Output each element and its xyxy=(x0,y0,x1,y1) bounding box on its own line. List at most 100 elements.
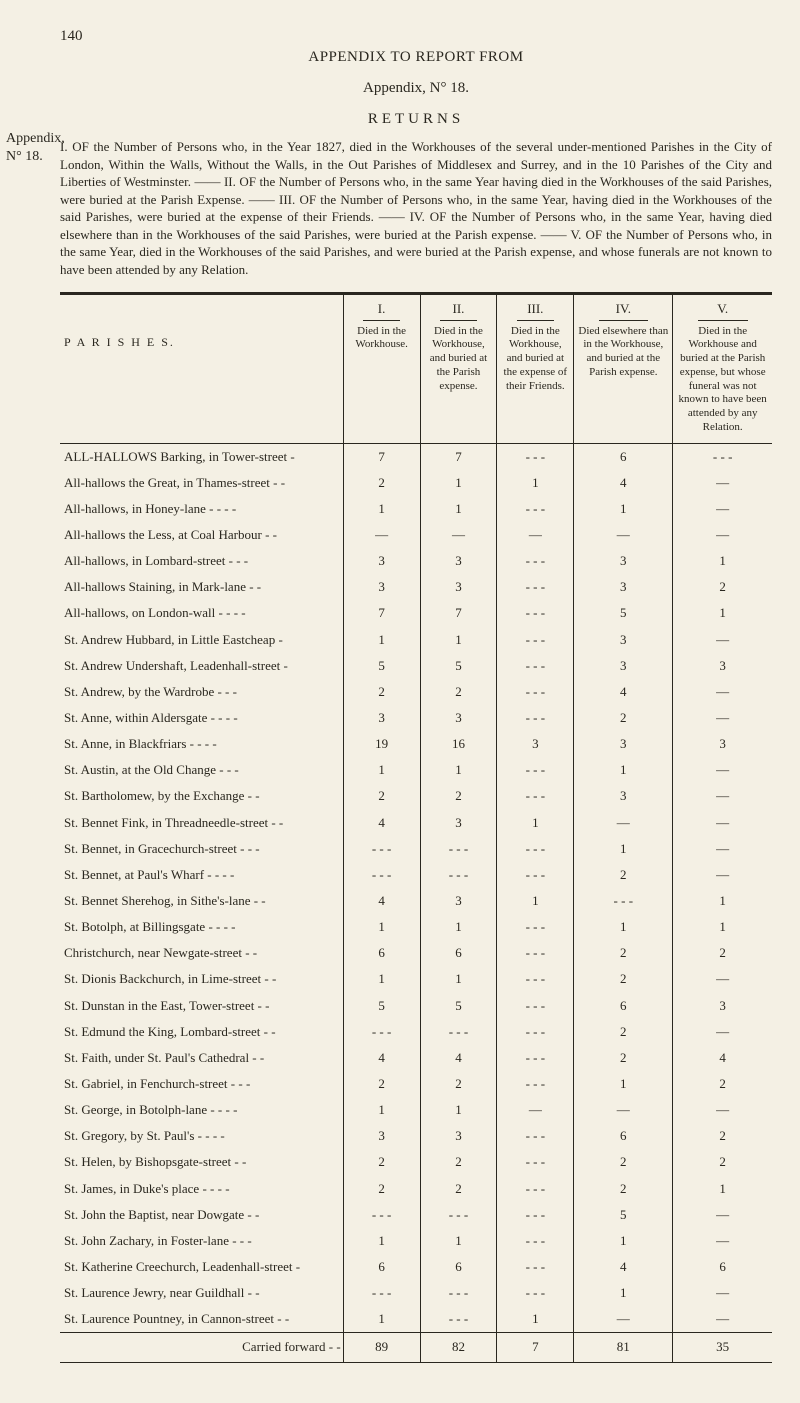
table-cell: - - - xyxy=(497,940,574,966)
table-cell: - - - xyxy=(497,993,574,1019)
parish-name: All-hallows the Less, at Coal Harbour - … xyxy=(60,522,343,548)
table-cell: - - - xyxy=(497,1123,574,1149)
table-cell: 4 xyxy=(343,888,420,914)
col-desc-5: Died in the Workhouse and buried at the … xyxy=(677,325,768,435)
table-cell: - - - xyxy=(497,496,574,522)
table-cell: 4 xyxy=(574,679,673,705)
table-row: St. Laurence Pountney, in Cannon-street … xyxy=(60,1306,772,1333)
table-cell: 3 xyxy=(420,548,497,574)
table-cell: 3 xyxy=(343,548,420,574)
table-cell: 1 xyxy=(574,914,673,940)
col-roman-5: V. xyxy=(677,301,768,317)
parish-name: Christchurch, near Newgate-street - - xyxy=(60,940,343,966)
table-cell: 6 xyxy=(420,940,497,966)
table-cell: - - - xyxy=(497,1176,574,1202)
table-cell: — xyxy=(673,470,772,496)
table-row: All-hallows, in Honey-lane - - - -11- - … xyxy=(60,496,772,522)
parish-name: All-hallows, on London-wall - - - - xyxy=(60,600,343,626)
table-row: St. Faith, under St. Paul's Cathedral - … xyxy=(60,1045,772,1071)
table-cell: - - - xyxy=(497,574,574,600)
table-cell: 4 xyxy=(343,810,420,836)
table-row: St. Gregory, by St. Paul's - - - -33- - … xyxy=(60,1123,772,1149)
table-cell: — xyxy=(673,1228,772,1254)
table-cell: 7 xyxy=(420,443,497,470)
table-cell: 3 xyxy=(343,1123,420,1149)
table-cell: - - - xyxy=(497,705,574,731)
parish-name: St. George, in Botolph-lane - - - - xyxy=(60,1097,343,1123)
table-cell: 2 xyxy=(574,1019,673,1045)
table-cell: - - - xyxy=(420,1019,497,1045)
table-cell: - - - xyxy=(497,1071,574,1097)
table-cell: 6 xyxy=(343,1254,420,1280)
table-cell: - - - xyxy=(497,757,574,783)
table-cell: 1 xyxy=(343,1306,420,1333)
table-cell: 1 xyxy=(343,627,420,653)
table-cell: 1 xyxy=(420,1097,497,1123)
parish-name: St. Laurence Jewry, near Guildhall - - xyxy=(60,1280,343,1306)
appendix-title: Appendix, N° 18. xyxy=(60,80,772,97)
table-cell: - - - xyxy=(497,862,574,888)
parish-name: All-hallows Staining, in Mark-lane - - xyxy=(60,574,343,600)
parish-name: St. Andrew Undershaft, Leadenhall-street… xyxy=(60,653,343,679)
table-cell: 2 xyxy=(673,1071,772,1097)
table-cell: — xyxy=(673,966,772,992)
table-cell: - - - xyxy=(420,836,497,862)
table-cell: - - - xyxy=(497,1254,574,1280)
table-cell: — xyxy=(497,1097,574,1123)
table-cell: 2 xyxy=(420,1071,497,1097)
table-cell: 2 xyxy=(343,679,420,705)
table-cell: 1 xyxy=(574,1280,673,1306)
table-row: St. John the Baptist, near Dowgate - -- … xyxy=(60,1202,772,1228)
table-cell: — xyxy=(673,836,772,862)
table-row: St. Laurence Jewry, near Guildhall - - - … xyxy=(60,1280,772,1306)
table-cell: 4 xyxy=(343,1045,420,1071)
parish-name: St. Dunstan in the East, Tower-street - … xyxy=(60,993,343,1019)
table-cell: — xyxy=(574,810,673,836)
table-row: St. Katherine Creechurch, Leadenhall-str… xyxy=(60,1254,772,1280)
table-cell: 1 xyxy=(420,627,497,653)
table-cell: 5 xyxy=(574,1202,673,1228)
table-cell: — xyxy=(673,679,772,705)
table-cell: 2 xyxy=(673,1123,772,1149)
table-cell: — xyxy=(343,522,420,548)
col-roman-2: II. xyxy=(425,301,493,317)
table-cell: - - - xyxy=(497,679,574,705)
side-margin-label: Appendix, N° 18. xyxy=(6,130,65,165)
table-cell: 1 xyxy=(343,757,420,783)
table-cell: 3 xyxy=(420,810,497,836)
table-cell: — xyxy=(574,1306,673,1333)
table-cell: - - - xyxy=(497,1019,574,1045)
table-cell: — xyxy=(673,1097,772,1123)
table-cell: 2 xyxy=(574,705,673,731)
table-cell: 6 xyxy=(420,1254,497,1280)
table-cell: - - - xyxy=(343,862,420,888)
parish-name: St. Anne, in Blackfriars - - - - xyxy=(60,731,343,757)
table-cell: 1 xyxy=(574,757,673,783)
table-cell: 6 xyxy=(574,993,673,1019)
table-cell: 3 xyxy=(574,731,673,757)
table-row: St. Bennet Fink, in Threadneedle-street … xyxy=(60,810,772,836)
table-cell: 2 xyxy=(574,1045,673,1071)
table-row: All-hallows the Great, in Thames-street … xyxy=(60,470,772,496)
table-cell: — xyxy=(420,522,497,548)
table-row: St. Helen, by Bishopsgate-street - -22- … xyxy=(60,1149,772,1175)
table-cell: 7 xyxy=(343,600,420,626)
table-cell: 1 xyxy=(574,496,673,522)
table-cell: - - - xyxy=(343,836,420,862)
table-cell: 5 xyxy=(343,653,420,679)
table-cell: - - - xyxy=(420,1306,497,1333)
table-row: St. George, in Botolph-lane - - - -11——— xyxy=(60,1097,772,1123)
table-cell: 3 xyxy=(574,574,673,600)
table-cell: - - - xyxy=(420,1280,497,1306)
table-cell: 1 xyxy=(420,914,497,940)
table-cell: — xyxy=(673,705,772,731)
table-cell: 1 xyxy=(343,1097,420,1123)
parish-name: St. Helen, by Bishopsgate-street - - xyxy=(60,1149,343,1175)
parish-name: St. Gregory, by St. Paul's - - - - xyxy=(60,1123,343,1149)
table-cell: 2 xyxy=(574,862,673,888)
table-cell: 3 xyxy=(673,731,772,757)
table-cell: — xyxy=(673,862,772,888)
table-row: St. Andrew, by the Wardrobe - - -22- - -… xyxy=(60,679,772,705)
table-cell: 2 xyxy=(574,1176,673,1202)
table-cell: - - - xyxy=(497,1045,574,1071)
